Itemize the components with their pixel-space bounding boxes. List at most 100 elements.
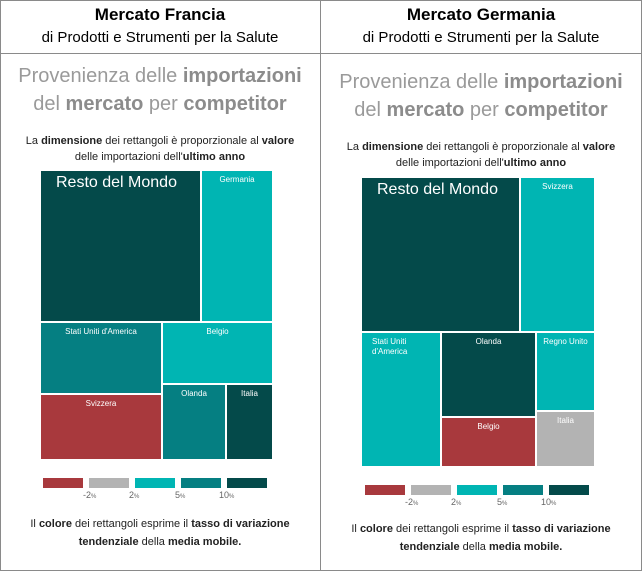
cell-label: Olanda (475, 337, 502, 346)
panel-title: Mercato Germania (406, 5, 556, 24)
color-note: Il colore dei rettangoli esprime il tass… (0, 515, 320, 551)
treemap-cell[interactable]: Olanda (441, 332, 536, 417)
legend-swatch (181, 478, 221, 488)
note-text: La (25, 135, 42, 147)
note-bold: colore (38, 518, 72, 530)
legend-label: 10% (219, 490, 235, 500)
note-text: Il (30, 518, 39, 530)
note-text: delle importazioni dell' (395, 157, 504, 169)
cell-label: Italia (557, 416, 574, 425)
note-bold: ultimo anno (503, 157, 567, 169)
heading-text: Provenienza delle (339, 71, 504, 93)
treemap-francia: Resto del Mondo Germania Stati Uniti d'A… (40, 170, 273, 460)
panel-francia: Mercato Francia di Prodotti e Strumenti … (0, 0, 320, 571)
legend-label: -2% (405, 497, 419, 507)
size-note: La dimensione dei rettangoli è proporzio… (321, 139, 641, 171)
note-text: dei rettangoli esprime il (392, 523, 513, 535)
legend-label: -2% (83, 490, 97, 500)
legend-swatch (135, 478, 175, 488)
treemap-cell[interactable]: Stati Uniti d'America (40, 322, 162, 394)
cell-label: Belgio (206, 327, 229, 336)
note-bold: media mobile. (488, 541, 563, 553)
treemap-cell[interactable]: Italia (536, 411, 595, 467)
cell-label: Stati Uniti d'America (372, 337, 408, 356)
treemap-cell[interactable]: Resto del Mondo (40, 170, 201, 322)
legend-label: 5% (175, 490, 186, 500)
cell-label: Olanda (181, 389, 207, 398)
note-bold: tasso di variazione (191, 518, 290, 530)
treemap-cell[interactable]: Belgio (162, 322, 273, 384)
panel-header: Mercato Francia di Prodotti e Strumenti … (0, 0, 320, 53)
treemap-germania: Resto del Mondo Svizzera Stati Uniti d'A… (361, 177, 595, 467)
cell-label: Resto del Mondo (377, 181, 498, 198)
heading-text: del (354, 99, 387, 121)
heading-bold: mercato (386, 99, 465, 121)
note-text: dei rettangoli esprime il (71, 518, 192, 530)
cell-label: Svizzera (542, 182, 573, 191)
note-text: della (459, 541, 489, 553)
color-legend: -2% 2% 5% 10% (365, 485, 595, 511)
heading-text: del (33, 93, 66, 115)
note-bold: tasso di variazione (512, 523, 611, 535)
note-bold: valore (261, 135, 295, 147)
note-text: La (346, 141, 363, 153)
cell-label: Germania (219, 175, 255, 184)
treemap-cell[interactable]: Svizzera (40, 394, 162, 460)
heading-text: per (143, 93, 184, 115)
note-bold: tendenziale (78, 536, 139, 548)
note-bold: media mobile. (167, 536, 242, 548)
chart-heading: Provenienza delle importazioni del merca… (321, 68, 641, 124)
panel-title: Mercato Francia (94, 5, 226, 24)
heading-bold: importazioni (503, 71, 623, 93)
heading-bold: competitor (504, 99, 608, 121)
size-note: La dimensione dei rettangoli è proporzio… (0, 133, 320, 165)
panel-header: Mercato Germania di Prodotti e Strumenti… (321, 0, 641, 53)
treemap-cell[interactable]: Svizzera (520, 177, 595, 332)
treemap-cell[interactable]: Germania (201, 170, 273, 322)
cell-label: Regno Unito (543, 337, 588, 346)
note-bold: valore (582, 141, 616, 153)
panel-subtitle: di Prodotti e Strumenti per la Salute (362, 29, 600, 46)
cell-label: Stati Uniti d'America (65, 327, 137, 336)
cell-label: Resto del Mondo (56, 174, 177, 191)
legend-swatch (89, 478, 129, 488)
legend-label: 10% (541, 497, 557, 507)
column-divider (320, 0, 321, 571)
note-text: dei rettangoli è proporzionale al (423, 141, 583, 153)
heading-bold: mercato (65, 93, 144, 115)
treemap-cell[interactable]: Italia (226, 384, 273, 460)
note-bold: ultimo anno (182, 151, 246, 163)
cell-label: Belgio (477, 422, 500, 431)
panel-subtitle: di Prodotti e Strumenti per la Salute (41, 29, 279, 46)
panel-germania: Mercato Germania di Prodotti e Strumenti… (321, 0, 641, 571)
legend-swatch (457, 485, 497, 495)
heading-bold: importazioni (182, 65, 302, 87)
note-bold: tendenziale (399, 541, 460, 553)
treemap-cell[interactable]: Resto del Mondo (361, 177, 520, 332)
heading-text: per (464, 99, 505, 121)
color-legend: -2% 2% 5% 10% (43, 478, 273, 504)
treemap-cell[interactable]: Stati Uniti d'America (361, 332, 441, 467)
heading-text: Provenienza delle (18, 65, 183, 87)
legend-label: 2% (451, 497, 462, 507)
cell-label: Italia (241, 389, 258, 398)
legend-swatch (411, 485, 451, 495)
note-text: delle importazioni dell' (74, 151, 183, 163)
note-bold: dimensione (41, 135, 103, 147)
treemap-cell[interactable]: Olanda (162, 384, 226, 460)
treemap-cell[interactable]: Regno Unito (536, 332, 595, 411)
legend-swatch (549, 485, 589, 495)
note-text: Il (351, 523, 360, 535)
legend-swatch (503, 485, 543, 495)
note-bold: colore (359, 523, 393, 535)
cell-label: Svizzera (85, 399, 117, 408)
legend-swatch (365, 485, 405, 495)
legend-swatch (43, 478, 83, 488)
note-text: dei rettangoli è proporzionale al (102, 135, 262, 147)
legend-swatch (227, 478, 267, 488)
note-text: della (138, 536, 168, 548)
header-divider (0, 53, 642, 54)
legend-label: 5% (497, 497, 508, 507)
chart-heading: Provenienza delle importazioni del merca… (0, 62, 320, 118)
treemap-cell[interactable]: Belgio (441, 417, 536, 467)
